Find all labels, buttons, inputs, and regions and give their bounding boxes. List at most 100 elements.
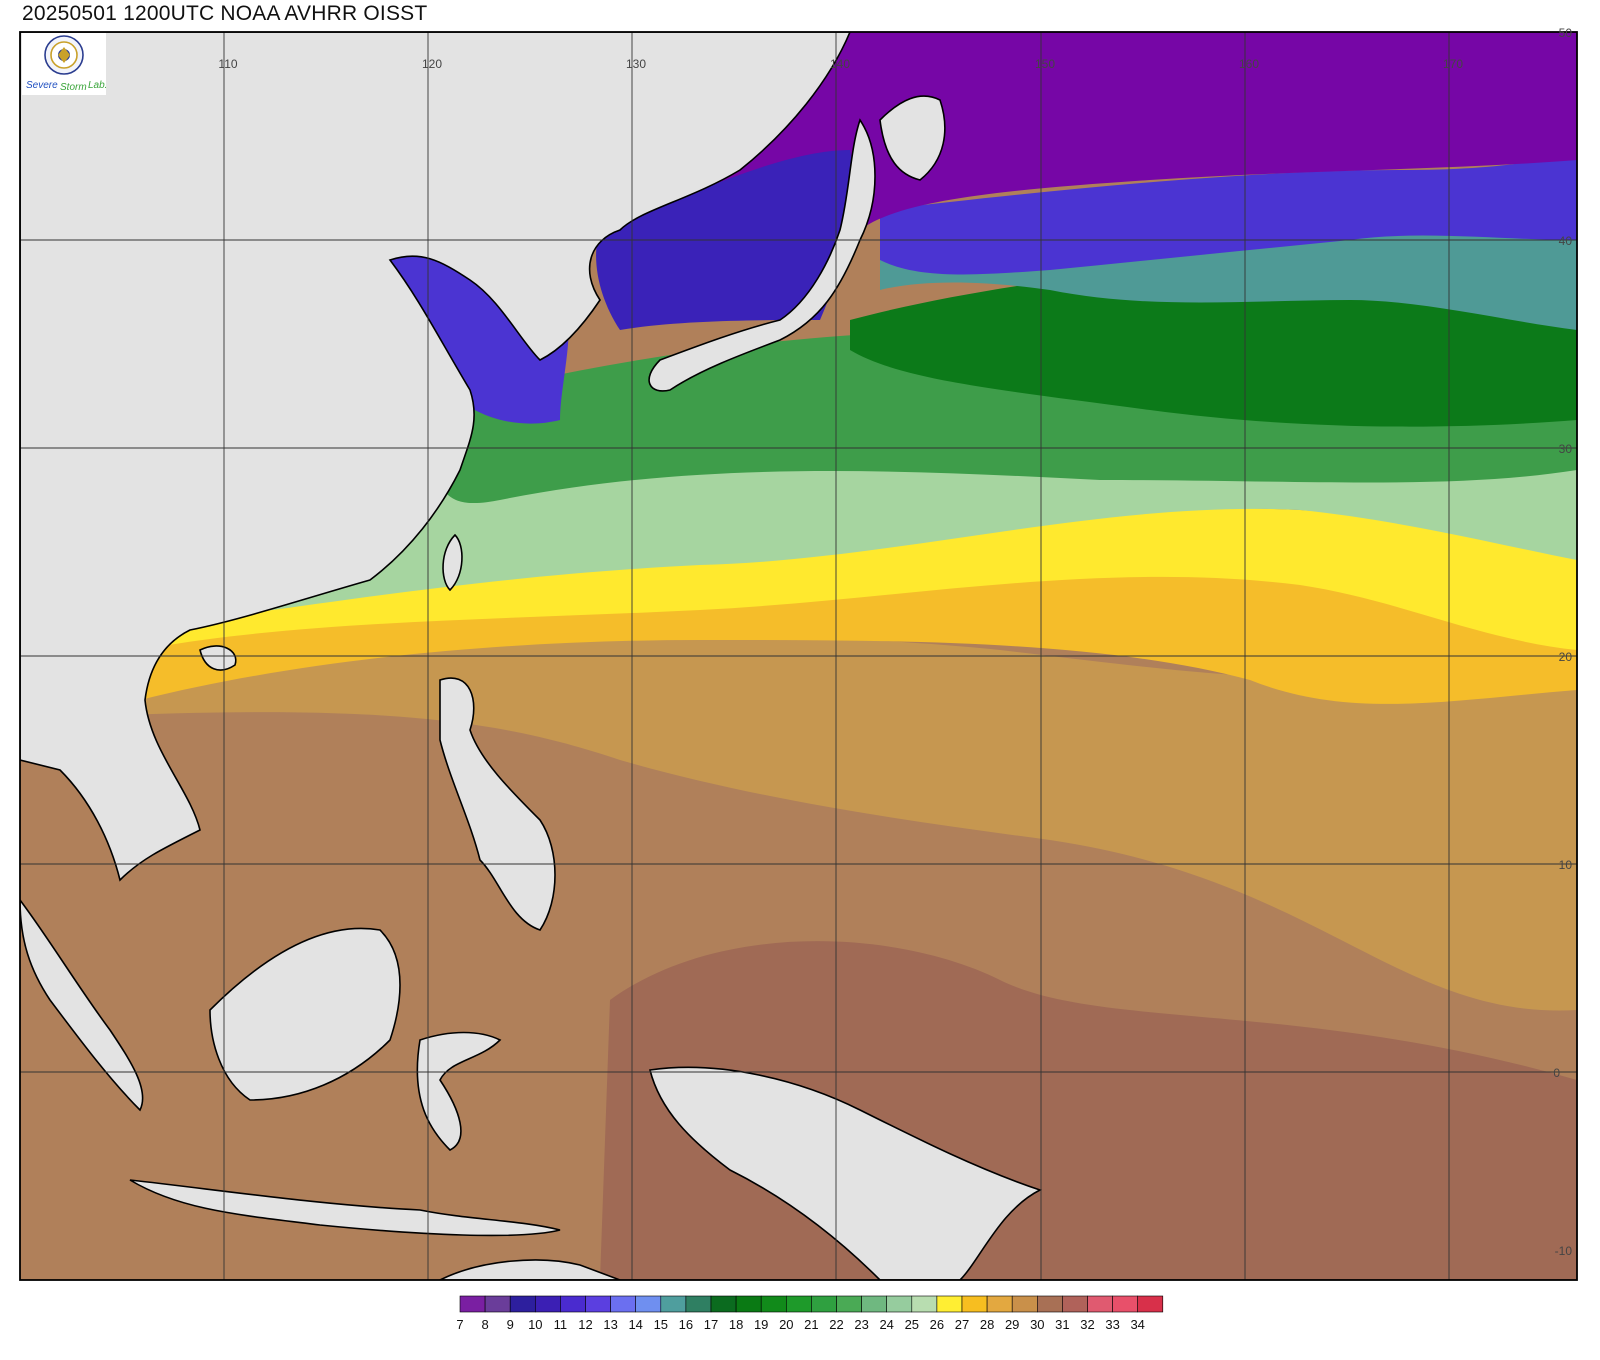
lat-label: -10 <box>1555 1244 1573 1258</box>
sst-band-15 <box>880 205 1577 330</box>
colorbar-swatch <box>911 1295 938 1313</box>
land-borneo <box>209 927 401 1101</box>
colorbar-swatch <box>585 1295 611 1313</box>
colorbar-swatch <box>836 1295 862 1313</box>
land-new-guinea <box>649 1066 1043 1280</box>
lon-label: 160 <box>1239 57 1259 71</box>
colorbar-label: 22 <box>829 1317 843 1332</box>
colorbar-swatch <box>961 1295 988 1313</box>
colorbar-label: 31 <box>1055 1317 1069 1332</box>
colorbar-label: 32 <box>1080 1317 1094 1332</box>
svg-text:Severe: Severe <box>26 80 58 91</box>
colorbar-swatch <box>610 1295 636 1313</box>
colorbar-swatch <box>560 1295 586 1313</box>
colorbar-swatch <box>484 1295 511 1313</box>
severe-storm-lab-logo: Severe Storm Lab. <box>22 33 107 95</box>
lon-label: 120 <box>422 57 442 71</box>
colorbar-swatch <box>1011 1295 1038 1313</box>
colorbar-swatch <box>660 1295 687 1313</box>
colorbar-label: 17 <box>704 1317 718 1332</box>
colorbar-label: 34 <box>1130 1317 1144 1332</box>
colorbar-swatch <box>986 1295 1013 1313</box>
colorbar-swatch <box>459 1295 486 1313</box>
colorbar-label: 24 <box>879 1317 893 1332</box>
map-frame <box>19 31 1578 1281</box>
colorbar-swatch <box>785 1295 812 1313</box>
svg-text:Lab.: Lab. <box>88 80 106 91</box>
land-hainan <box>199 645 237 671</box>
land-japan <box>648 118 876 392</box>
sst-band-29 <box>20 633 1577 1011</box>
colorbar-swatch <box>1112 1295 1138 1313</box>
map-title: 20250501 1200UTC NOAA AVHRR OISST <box>22 2 428 25</box>
colorbar-swatch <box>1087 1295 1113 1313</box>
colorbar-label: 25 <box>905 1317 919 1332</box>
lat-labels: 50 40 30 20 10 0 -10 <box>1553 26 1572 1258</box>
colorbar-label: 13 <box>603 1317 617 1332</box>
colorbar-swatch <box>936 1295 963 1313</box>
colorbar-swatch <box>1037 1295 1063 1313</box>
colorbar-swatch <box>635 1295 662 1313</box>
colorbar-label: 10 <box>528 1317 542 1332</box>
colorbar-label: 29 <box>1005 1317 1019 1332</box>
colorbar-label: 14 <box>628 1317 642 1332</box>
sst-band-12 <box>880 150 1577 275</box>
colorbar-swatch <box>1137 1295 1164 1313</box>
lon-labels: 110 120 130 140 150 160 170 <box>218 57 1463 71</box>
land-philippines <box>439 677 556 931</box>
colorbar-label: 19 <box>754 1317 768 1332</box>
colorbar-swatch <box>509 1295 536 1313</box>
land-sumatra-java <box>129 1179 561 1237</box>
lon-label: 110 <box>218 57 237 71</box>
sst-band-28 <box>140 540 1577 704</box>
lat-label: 20 <box>1559 650 1573 664</box>
colorbar-label: 27 <box>955 1317 969 1332</box>
lon-label: 170 <box>1443 57 1463 71</box>
graticule <box>20 32 1577 1280</box>
lon-label: 150 <box>1035 57 1055 71</box>
colorbar-label: 16 <box>679 1317 693 1332</box>
colorbar-swatch <box>534 1295 561 1313</box>
colorbar-labels: 7 8 9 10 11 12 13 14 15 16 17 18 19 20 21 22 23 24 25 26 27 2… <box>456 1317 1145 1332</box>
sst-band-27 <box>140 508 1577 650</box>
land-australia <box>439 1259 621 1280</box>
land-hokkaido <box>879 95 946 181</box>
colorbar-label: 21 <box>804 1317 818 1332</box>
lat-label: 10 <box>1559 858 1573 872</box>
colorbar-swatch <box>685 1295 712 1313</box>
land-asia-mainland <box>20 32 851 882</box>
colorbar-swatches <box>459 1295 1164 1313</box>
colorbar-label: 12 <box>578 1317 592 1332</box>
colorbar-label: 18 <box>729 1317 743 1332</box>
colorbar-label: 11 <box>554 1317 568 1332</box>
lon-label: 130 <box>626 57 646 71</box>
colorbar-label: 8 <box>481 1317 488 1332</box>
colorbar-swatch <box>886 1295 913 1313</box>
lat-label: 40 <box>1559 234 1573 248</box>
lon-label: 140 <box>830 57 850 71</box>
sst-map: 110 120 130 140 150 160 170 50 40 30 20 … <box>19 26 1578 1281</box>
colorbar-label: 26 <box>930 1317 944 1332</box>
colorbar-swatch <box>735 1295 762 1313</box>
colorbar-label: 20 <box>779 1317 793 1332</box>
lat-label: 50 <box>1559 26 1573 40</box>
colorbar-swatch <box>811 1295 837 1313</box>
colorbar-label: 7 <box>456 1317 463 1332</box>
colorbar-swatch <box>861 1295 887 1313</box>
colorbar-label: 23 <box>854 1317 868 1332</box>
colorbar-label: 33 <box>1105 1317 1119 1332</box>
colorbar-label: 30 <box>1030 1317 1044 1332</box>
colorbar-swatch <box>1062 1295 1088 1313</box>
land-masses <box>20 32 1043 1280</box>
land-indochina <box>20 898 144 1112</box>
colorbar-label: 28 <box>980 1317 994 1332</box>
lat-label: 0 <box>1553 1066 1560 1080</box>
colorbar-swatch <box>710 1295 737 1313</box>
svg-text:Storm: Storm <box>60 82 87 93</box>
lat-label: 30 <box>1559 442 1573 456</box>
colorbar-swatch <box>760 1295 787 1313</box>
land-taiwan <box>442 533 463 592</box>
colorbar-label: 15 <box>654 1317 668 1332</box>
colorbar-label: 9 <box>507 1317 514 1332</box>
logo-icon: Severe Storm Lab. <box>26 35 107 93</box>
